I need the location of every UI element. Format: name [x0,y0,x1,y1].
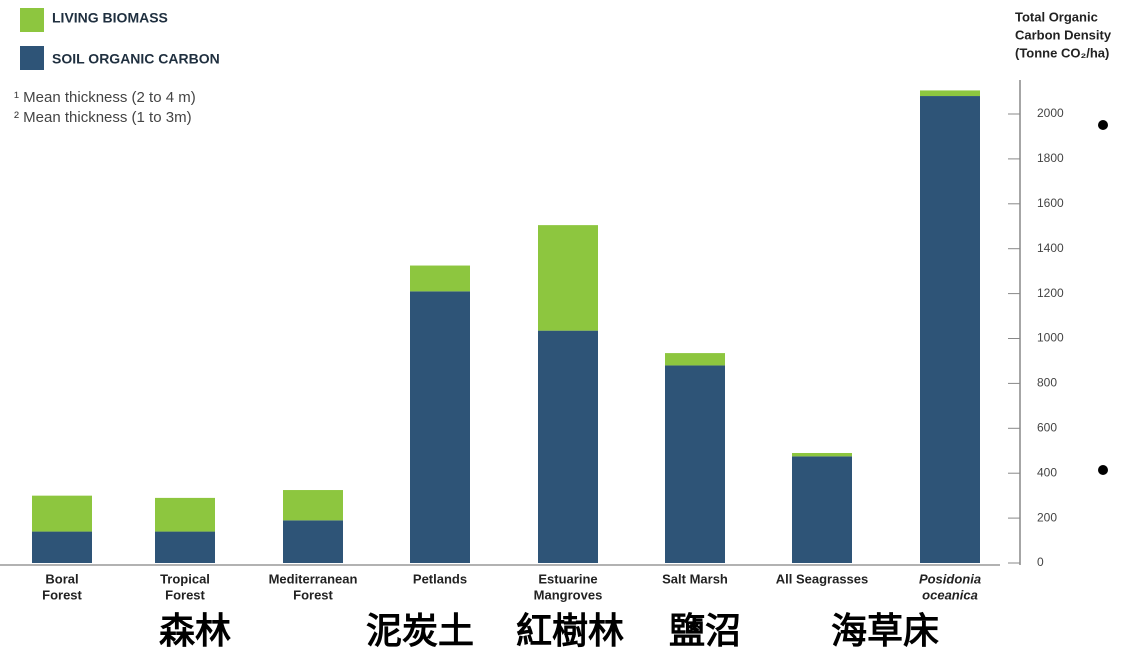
annotation: 泥炭土 [366,611,474,652]
bar-segment [920,96,980,563]
x-tick-label: Forest [293,587,333,602]
y-tick-label: 200 [1037,510,1057,524]
bullet [1098,120,1108,130]
bar-segment [283,520,343,563]
legend-label: SOIL ORGANIC CARBON [52,51,220,67]
annotation: 森林 [159,611,231,652]
y-tick-label: 400 [1037,465,1057,479]
bar-segment [792,456,852,563]
bar-segment [665,353,725,366]
bar-segment [665,365,725,563]
x-tick-label: Forest [42,587,82,602]
annotation: 海草床 [831,611,939,652]
x-tick-label: Estuarine [538,571,597,586]
y-tick-label: 600 [1037,420,1057,434]
bar-segment [155,497,215,532]
bar-segment [538,225,598,331]
legend-swatch [20,46,44,70]
x-tick-label: Mediterranean [269,571,358,586]
x-tick-label: Salt Marsh [662,571,728,586]
x-tick-label: All Seagrasses [776,571,869,586]
bar-segment [32,531,92,563]
y-axis-label: Total Organic [1015,9,1098,24]
x-tick-label: Petlands [413,571,467,586]
bar-segment [920,90,980,97]
bar-segment [410,265,470,292]
y-tick-label: 2000 [1037,106,1064,120]
bar-segment [32,495,92,532]
y-tick-label: 1600 [1037,196,1064,210]
y-tick-label: 0 [1037,555,1044,569]
legend-swatch [20,8,44,32]
y-axis-label: (Tonne CO₂/ha) [1015,45,1109,60]
y-tick-label: 1000 [1037,331,1064,345]
y-tick-label: 1400 [1037,241,1064,255]
note: ¹ Mean thickness (2 to 4 m) [14,89,196,106]
x-tick-label: Posidonia [919,571,981,586]
x-tick-label: Tropical [160,571,210,586]
y-tick-label: 1800 [1037,151,1064,165]
note: ² Mean thickness (1 to 3m) [14,109,192,126]
x-tick-label: oceanica [922,587,978,602]
annotation: 鹽沼 [669,611,741,652]
y-axis-label: Carbon Density [1015,27,1112,42]
x-tick-label: Mangroves [534,587,603,602]
bar-segment [155,531,215,563]
x-tick-label: Forest [165,587,205,602]
y-tick-label: 800 [1037,376,1057,390]
bar-segment [538,330,598,563]
x-tick-label: Boral [45,571,78,586]
bar-segment [410,291,470,563]
bullet [1098,465,1108,475]
legend-label: LIVING BIOMASS [52,10,168,26]
y-tick-label: 1200 [1037,286,1064,300]
bar-segment [283,490,343,521]
annotation: 紅樹林 [516,611,624,652]
bar-segment [792,452,852,457]
